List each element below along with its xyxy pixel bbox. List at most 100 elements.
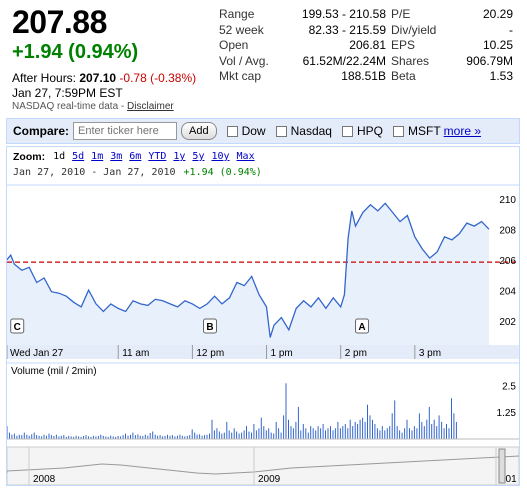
- disclaimer-link[interactable]: Disclaimer: [127, 101, 174, 112]
- checkbox-icon[interactable]: [341, 125, 353, 137]
- compare-dow-label: Dow: [241, 124, 266, 138]
- stat-range: Range 199.53 - 210.58: [219, 7, 386, 23]
- stat-label: P/E: [391, 7, 411, 21]
- stat-value: 188.51B: [341, 69, 386, 83]
- data-source: NASDAQ real-time data - Disclaimer: [12, 101, 174, 112]
- compare-hpq-label: HPQ: [356, 124, 383, 138]
- more-tickers-link[interactable]: more »: [443, 124, 482, 138]
- data-source-text: NASDAQ real-time data -: [12, 101, 128, 112]
- stat-label: Open: [219, 38, 249, 52]
- zoom-max[interactable]: Max: [236, 151, 255, 162]
- stat-label: 52 week: [219, 22, 264, 37]
- price-area: [7, 203, 489, 345]
- stat-52week: 52 week 82.33 - 215.59: [219, 23, 386, 39]
- stat-open: Open 206.81: [219, 38, 386, 54]
- time-tick-label: 11 am: [122, 348, 149, 359]
- zoom-10y[interactable]: 10y: [211, 151, 230, 162]
- stat-value: 10.25: [482, 38, 513, 52]
- overview-year-label: 201: [500, 474, 517, 485]
- stat-shares: Shares 906.79M: [391, 54, 513, 70]
- overview-year-label: 2008: [33, 474, 56, 485]
- price-tick-label: 210: [499, 195, 516, 206]
- after-hours-price: 207.10: [79, 71, 117, 85]
- checkbox-icon[interactable]: [393, 125, 404, 137]
- stat-value: 82.33 - 215.59: [308, 22, 386, 37]
- stat-beta: Beta 1.53: [391, 69, 513, 85]
- compare-hpq[interactable]: HPQ: [341, 124, 383, 138]
- price-line: [7, 202, 490, 338]
- marker-box: [355, 318, 370, 334]
- after-hours-change: -0.78 (-0.38%): [119, 71, 197, 85]
- news-marker-a[interactable]: A: [355, 318, 370, 334]
- price-tick-label: 206: [499, 256, 516, 267]
- chart-canvas[interactable]: 210 208 206 204 202 C B A Wed Jan 27 11 am 12 pm 1 …: [7, 147, 519, 485]
- range-start: Jan 27, 2010: [13, 167, 86, 178]
- stat-value: 206.81: [349, 38, 386, 52]
- date-range: Jan 27, 2010- Jan 27, 2010 +1.94 (0.94%): [13, 167, 262, 178]
- zoom-3m[interactable]: 3m: [110, 151, 123, 162]
- stat-volume: Vol / Avg. 61.52M/22.24M: [219, 54, 386, 70]
- volume-tick-label: 1.25: [497, 408, 517, 419]
- ticker-input[interactable]: [73, 122, 178, 140]
- stat-pe: P/E 20.29: [391, 7, 513, 23]
- time-tick-label: 1 pm: [271, 348, 293, 359]
- price-tick-label: 202: [499, 317, 516, 328]
- zoom-1m[interactable]: 1m: [91, 151, 104, 162]
- zoom-5y[interactable]: 5y: [192, 151, 205, 162]
- news-marker-b[interactable]: B: [203, 318, 218, 334]
- checkbox-icon[interactable]: [275, 125, 287, 137]
- stat-label: Div/yield: [391, 22, 437, 37]
- compare-msft-label: MSFT: [408, 124, 441, 138]
- marker-label: C: [14, 322, 21, 333]
- zoom-1d[interactable]: 1d: [53, 151, 66, 162]
- stat-label: Vol / Avg.: [219, 53, 269, 68]
- stat-value: -: [509, 22, 513, 37]
- marker-label: B: [206, 322, 213, 333]
- range-end: Jan 27, 2010: [103, 167, 176, 178]
- stat-value: 906.79M: [466, 53, 513, 68]
- time-tick-label: 2 pm: [345, 348, 367, 359]
- range-change: +1.94 (0.94%): [183, 167, 262, 178]
- zoom-6m[interactable]: 6m: [129, 151, 142, 162]
- news-marker-c[interactable]: C: [10, 318, 25, 334]
- compare-label: Compare:: [13, 124, 70, 138]
- after-hours: After Hours: 207.10 -0.78 (-0.38%): [12, 71, 196, 85]
- stat-eps: EPS 10.25: [391, 38, 513, 54]
- stat-value: 1.53: [489, 69, 513, 83]
- stat-value: 20.29: [482, 7, 513, 21]
- compare-nasdaq[interactable]: Nasdaq: [275, 124, 332, 138]
- marker-label: A: [358, 322, 365, 333]
- volume-label: Volume (mil / 2min): [11, 366, 97, 377]
- stats-table-right: P/E 20.29 Div/yield - EPS 10.25 Shares 906.7…: [391, 7, 513, 85]
- stat-label: Mkt cap: [219, 69, 262, 83]
- marker-box: [10, 318, 25, 334]
- overview-handle[interactable]: [498, 448, 506, 484]
- quote-datetime: Jan 27, 7:59PM EST: [12, 86, 123, 100]
- checkbox-icon[interactable]: [226, 125, 238, 137]
- price-tick-label: 208: [499, 226, 516, 237]
- stat-label: Beta: [391, 69, 416, 83]
- stock-price: 207.88: [12, 4, 107, 40]
- add-ticker-button[interactable]: Add: [181, 122, 217, 140]
- compare-msft[interactable]: MSFT: [393, 124, 441, 138]
- stat-mktcap: Mkt cap 188.51B: [219, 69, 386, 85]
- stock-chart[interactable]: Zoom: 1d 5d 1m 3m 6m YTD 1y 5y 10y Max J…: [6, 146, 520, 486]
- compare-nasdaq-label: Nasdaq: [290, 124, 332, 138]
- time-tick-label: 3 pm: [419, 348, 441, 359]
- stat-label: EPS: [391, 38, 416, 52]
- zoom-1y[interactable]: 1y: [173, 151, 186, 162]
- zoom-ytd[interactable]: YTD: [148, 151, 167, 162]
- stats-table-left: Range 199.53 - 210.58 52 week 82.33 - 215.…: [219, 7, 386, 85]
- stat-value: 61.52M/22.24M: [302, 53, 386, 68]
- zoom-5d[interactable]: 5d: [72, 151, 85, 162]
- stat-label: Shares: [391, 53, 430, 68]
- stat-label: Range: [219, 7, 255, 21]
- compare-bar: Compare: Add Dow Nasdaq HPQ MSFT more »: [6, 118, 520, 144]
- zoom-bar: Zoom: 1d 5d 1m 3m 6m YTD 1y 5y 10y Max: [13, 151, 262, 163]
- overview-year-label: 2009: [258, 474, 281, 485]
- zoom-label: Zoom:: [13, 151, 46, 163]
- volume-tick-label: 2.5: [502, 381, 516, 392]
- compare-dow[interactable]: Dow: [226, 124, 266, 138]
- time-tick-label: 12 pm: [196, 348, 224, 359]
- price-tick-label: 204: [499, 287, 516, 298]
